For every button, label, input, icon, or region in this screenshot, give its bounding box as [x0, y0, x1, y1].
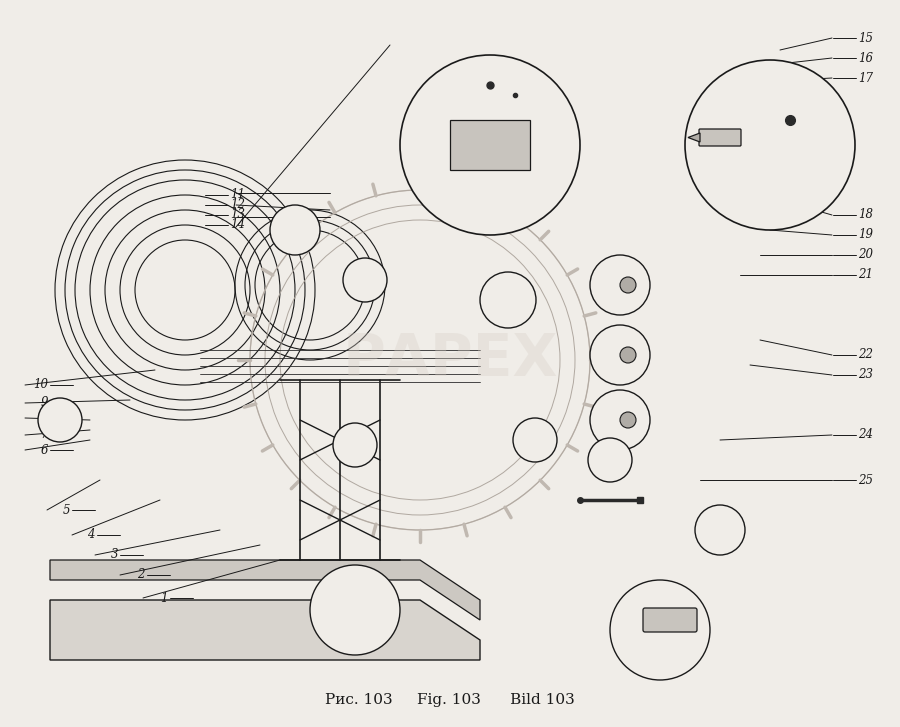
Text: V: V [716, 526, 724, 534]
Circle shape [588, 438, 632, 482]
Text: 6: 6 [40, 443, 48, 457]
Text: IV: IV [530, 435, 540, 444]
Text: 12: 12 [230, 198, 245, 212]
Text: 21: 21 [858, 268, 873, 281]
Text: 2: 2 [138, 569, 145, 582]
Text: 11: 11 [230, 188, 245, 201]
Text: 4: 4 [87, 529, 95, 542]
Text: 23: 23 [858, 369, 873, 382]
Circle shape [685, 60, 855, 230]
Text: VI: VI [360, 276, 370, 284]
Text: II: II [655, 625, 664, 635]
Text: 25: 25 [858, 473, 873, 486]
Polygon shape [50, 560, 480, 620]
FancyBboxPatch shape [643, 608, 697, 632]
Circle shape [620, 277, 636, 293]
Text: 14: 14 [230, 219, 245, 231]
Circle shape [333, 423, 377, 467]
Text: IV: IV [55, 416, 65, 425]
Circle shape [590, 255, 650, 315]
Circle shape [343, 258, 387, 302]
Text: РАРЕХ: РАРЕХ [342, 332, 558, 388]
FancyBboxPatch shape [699, 129, 741, 146]
Text: Рис. 103     Fig. 103      Bild 103: Рис. 103 Fig. 103 Bild 103 [325, 693, 575, 707]
Text: VI: VI [605, 456, 615, 465]
Text: III: III [502, 295, 514, 305]
Text: 8: 8 [40, 411, 48, 425]
Text: 17: 17 [858, 71, 873, 84]
Circle shape [270, 205, 320, 255]
Circle shape [590, 390, 650, 450]
Text: 5: 5 [62, 504, 70, 516]
Circle shape [695, 505, 745, 555]
Text: 13: 13 [230, 209, 245, 222]
Text: 19: 19 [858, 228, 873, 241]
Polygon shape [450, 120, 530, 170]
Text: V: V [292, 225, 299, 235]
Text: 20: 20 [858, 249, 873, 262]
Text: 15: 15 [858, 31, 873, 44]
Text: 18: 18 [858, 209, 873, 222]
Circle shape [310, 565, 400, 655]
Circle shape [513, 418, 557, 462]
Text: 7: 7 [40, 428, 48, 441]
Text: 9: 9 [40, 396, 48, 409]
Text: 1: 1 [160, 592, 168, 604]
Circle shape [38, 398, 82, 442]
Text: II: II [352, 441, 358, 449]
Text: 10: 10 [33, 379, 48, 392]
Circle shape [480, 272, 536, 328]
Polygon shape [50, 600, 480, 660]
Text: 16: 16 [858, 52, 873, 65]
Text: 24: 24 [858, 428, 873, 441]
Circle shape [620, 412, 636, 428]
Circle shape [620, 347, 636, 363]
Polygon shape [688, 133, 700, 142]
Circle shape [400, 55, 580, 235]
Text: 3: 3 [111, 548, 118, 561]
Text: 22: 22 [858, 348, 873, 361]
Circle shape [590, 325, 650, 385]
Circle shape [610, 580, 710, 680]
Text: I: I [353, 603, 357, 616]
